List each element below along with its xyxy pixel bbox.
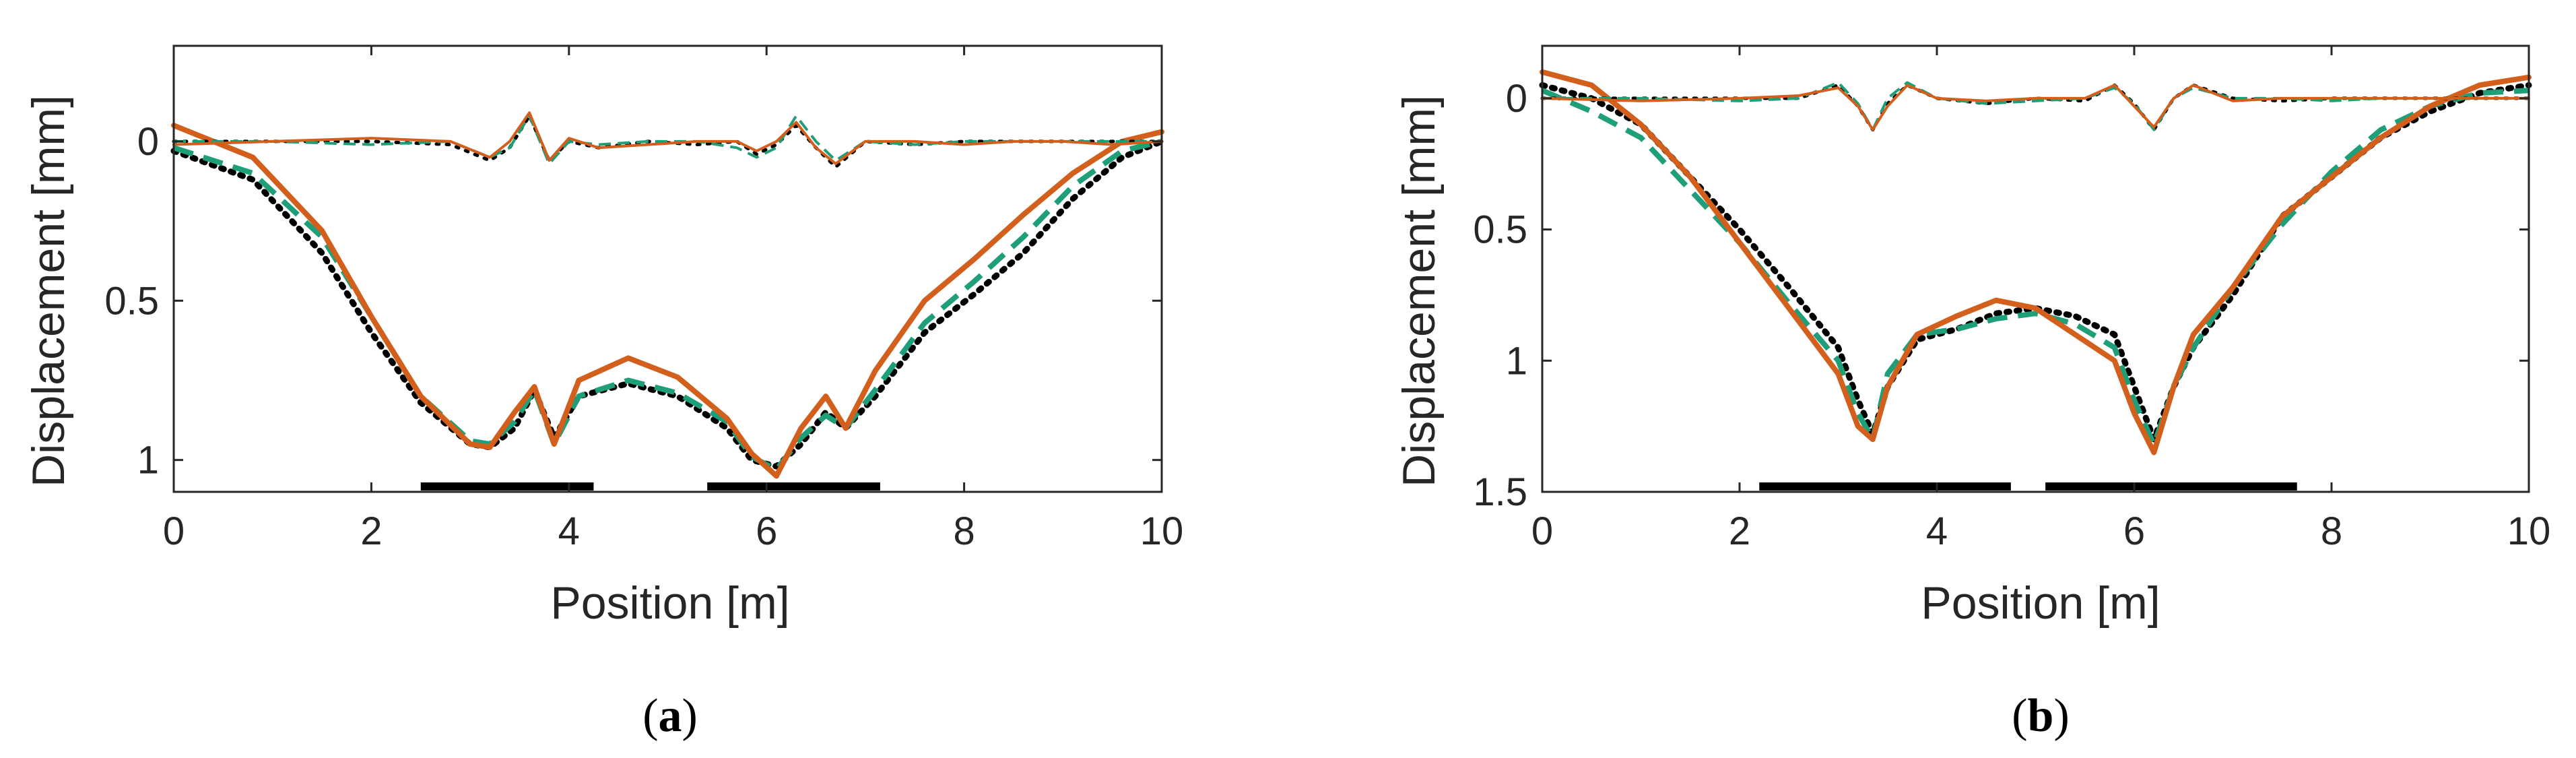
series-line-model-a-small- [1542, 81, 2529, 131]
y-tick-label: 0.5 [104, 279, 159, 323]
x-tick-label: 8 [953, 509, 975, 553]
x-tick-label: 6 [756, 509, 777, 553]
panel-label-a: (a) [642, 690, 698, 742]
x-tick-label: 4 [558, 509, 580, 553]
chart-panel-a: Displacement [mm] Position [m] (a) 0 2 4 6 8… [23, 44, 1184, 742]
x-tick-label: 2 [1729, 509, 1750, 553]
y-tick-label: 1 [1506, 339, 1527, 383]
x-tick-label: 6 [2123, 509, 2145, 553]
plot-area-frame [172, 44, 1163, 493]
y-tick-label: 0 [137, 120, 159, 164]
x-tick-label: 0 [163, 509, 185, 553]
series-line-model-b [1540, 69, 2532, 455]
series-line-model-a [1541, 88, 2530, 447]
load-bar [1759, 482, 2011, 491]
x-axis-label: Position [m] [1921, 577, 2160, 629]
series-line-measured-small- [1540, 83, 2531, 132]
series-line-model-a [172, 139, 1162, 472]
y-axis-label: Displacement [mm] [1393, 95, 1445, 487]
y-tick-label: 1.5 [1473, 470, 1527, 514]
x-tick-label: 10 [1140, 509, 1184, 553]
series-line-model-b-small- [1541, 84, 2530, 131]
y-tick-label: 0 [1506, 77, 1527, 121]
x-tick-label: 0 [1531, 509, 1553, 553]
load-bar [2045, 482, 2297, 491]
x-tick-label: 8 [2321, 509, 2342, 553]
load-bar [420, 482, 594, 491]
x-axis-label: Position [m] [550, 577, 789, 629]
y-tick-label: 1 [137, 439, 159, 482]
series-line-model-a-small- [174, 115, 1162, 165]
series-line-model-b [171, 123, 1164, 479]
series-line-model-b-small- [172, 111, 1163, 165]
x-tick-label: 4 [1926, 509, 1948, 553]
x-tick-label: 2 [360, 509, 382, 553]
x-tick-label: 10 [2507, 509, 2551, 553]
plot-area-frame [1541, 44, 2530, 493]
series-line-measured [170, 138, 1165, 470]
panel-label-b: (b) [2012, 690, 2070, 742]
y-tick-label: 0.5 [1473, 208, 1527, 252]
load-bar [707, 482, 880, 491]
y-axis-label: Displacement [mm] [23, 95, 74, 487]
chart-panel-b: Displacement [mm] Position [m] (b) 0 2 4 6 8… [1393, 44, 2551, 742]
